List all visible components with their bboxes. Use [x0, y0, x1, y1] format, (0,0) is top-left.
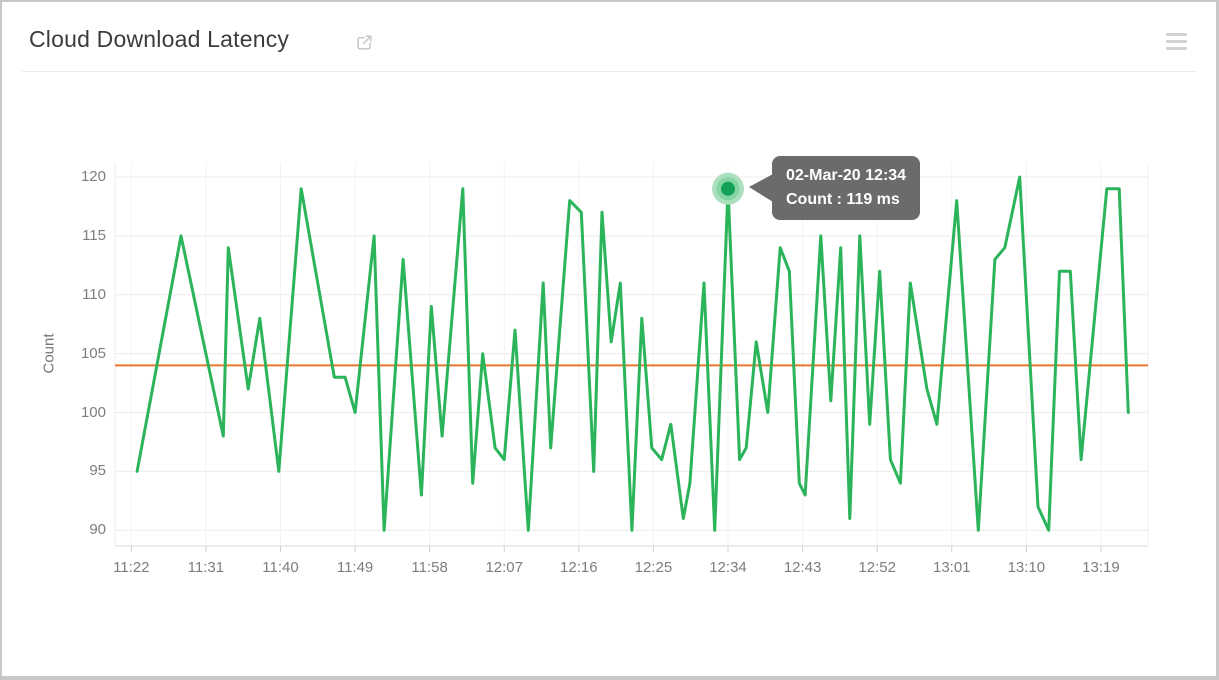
latency-series-line — [135, 175, 1130, 532]
y-tick-label: 95 — [89, 462, 106, 480]
highlight-dot[interactable] — [721, 181, 736, 196]
x-tick-label: 12:16 — [560, 559, 598, 576]
widget-header: Cloud Download Latency — [2, 2, 1216, 72]
y-tick-label: 110 — [82, 285, 106, 303]
x-tick-label: 12:07 — [485, 559, 523, 576]
x-tick-label: 12:34 — [709, 559, 747, 576]
tooltip-value: Count : 119 ms — [786, 190, 900, 208]
y-tick-label: 100 — [80, 403, 106, 421]
chart-area[interactable]: Count 120 115 110 105 100 95 90 11:22 11:31 11:4… — [2, 72, 1216, 676]
tooltip: 02-Mar-20 12:34 Count : 119 ms — [749, 155, 921, 220]
open-in-new-icon[interactable] — [355, 33, 374, 52]
x-tick-label: 11:22 — [113, 559, 150, 576]
x-tick-label: 13:10 — [1007, 559, 1046, 576]
y-tick-label: 90 — [89, 521, 106, 539]
x-tick-label: 11:49 — [336, 559, 374, 576]
x-tick-label: 12:52 — [858, 559, 896, 576]
y-tick-label: 115 — [82, 226, 106, 244]
tooltip-date: 02-Mar-20 12:34 — [786, 166, 907, 184]
y-tick-label: 120 — [80, 168, 106, 185]
tooltip-arrow — [749, 173, 773, 202]
page-title: Cloud Download Latency — [29, 26, 290, 52]
x-tick-label: 11:40 — [262, 559, 299, 576]
x-tick-label: 13:19 — [1082, 559, 1120, 576]
header-divider — [22, 71, 1196, 72]
y-axis-title: Count — [40, 333, 58, 374]
y-tick-label: 105 — [80, 344, 106, 362]
x-tick-label: 12:25 — [634, 559, 673, 576]
latency-chart-canvas — [114, 163, 1149, 552]
hamburger-menu-icon[interactable] — [1166, 33, 1187, 54]
x-tick-label: 13:01 — [932, 559, 971, 576]
x-tick-label: 11:58 — [411, 559, 448, 576]
x-tick-label: 11:31 — [187, 559, 225, 576]
x-tick-label: 12:43 — [783, 559, 822, 576]
